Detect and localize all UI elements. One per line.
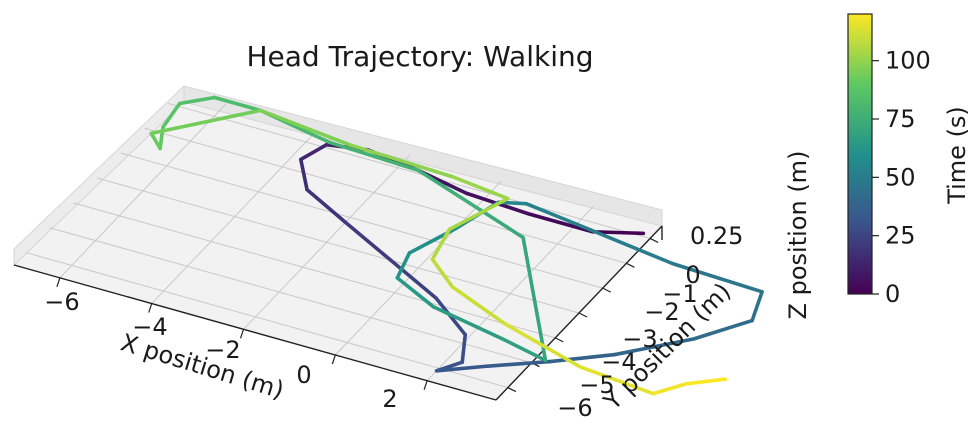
y-tick-label: −5 [579, 371, 614, 399]
trajectory-segment [548, 352, 617, 364]
y-tick-label: 0 [685, 261, 700, 289]
grid-line-y [96, 177, 580, 314]
trajectory-segment [431, 305, 504, 341]
grid-line-y [49, 227, 532, 364]
trajectory-segment [590, 229, 646, 236]
colorbar-tick-label: 100 [885, 47, 931, 75]
trajectory-segment [502, 321, 582, 369]
trajectory-segment [388, 258, 438, 300]
grid-line-y [120, 152, 603, 289]
x-tick-label: 0 [296, 361, 311, 389]
colorbar-label: Time (s) [943, 106, 971, 205]
x-axis-line [13, 264, 497, 401]
x-axis-label: X position (m) [117, 328, 287, 404]
x-tick-mark [56, 277, 61, 288]
trajectory-segment [613, 337, 696, 357]
trajectory-segment [750, 290, 764, 323]
trajectory-segment [327, 140, 421, 173]
x-tick-mark [423, 380, 428, 390]
y-tick-mark [507, 387, 517, 393]
z-tick-label: 0.25 [690, 222, 743, 250]
x-tick-labels: −6 −4 −2 0 2 [44, 288, 397, 413]
y-tick-label: −1 [662, 280, 697, 308]
trajectory-segment [692, 318, 754, 341]
trajectory-segment [149, 108, 263, 136]
trajectory-segment [395, 251, 412, 280]
y-tick-mark [626, 262, 635, 268]
chart-title: Head Trajectory: Walking [246, 40, 593, 73]
grid-line-y [168, 102, 651, 239]
trajectory-segment [521, 235, 548, 363]
trajectory-segment [526, 211, 595, 234]
back-wall-right [183, 85, 663, 227]
trajectory-segment [450, 285, 507, 326]
y-tick-label: −4 [601, 348, 636, 376]
trajectory-segment [684, 377, 728, 386]
trajectory-segment [177, 95, 217, 106]
x-tick-mark [148, 303, 153, 313]
x-tick-label: −4 [132, 313, 167, 341]
y-tick-mark [602, 287, 611, 293]
z-axis-label: Z position (m) [784, 151, 812, 320]
x-tick-label: 2 [382, 385, 397, 413]
x-tick-mark [331, 354, 336, 365]
y-tick-label: −2 [644, 298, 679, 326]
trajectory-segment [485, 359, 552, 368]
y-tick-labels: 0 −1 −2 −3 −4 −5 −6 [557, 261, 700, 421]
grid-line-y [73, 202, 556, 339]
colorbar-gradient [847, 13, 873, 295]
grid-line-y [144, 127, 627, 264]
trajectory-segment [299, 142, 329, 162]
colorbar-tick-label: 25 [885, 222, 916, 250]
trajectory-segment [395, 276, 436, 309]
colorbar-tick-label: 0 [885, 280, 900, 308]
trajectory-segment [447, 196, 510, 232]
trajectory-segment [478, 207, 525, 240]
x-tick-label: −2 [205, 336, 240, 364]
trajectory-segment [434, 364, 490, 373]
colorbar-tick-label: 50 [885, 163, 916, 191]
x-tick-label: −6 [44, 288, 79, 316]
y-tick-label: −3 [622, 325, 657, 353]
trajectory-segment [670, 261, 764, 294]
trajectory-segment [451, 175, 510, 201]
colorbar: 0 25 50 75 100 Time (s) [847, 13, 971, 308]
trajectory-segment [347, 143, 455, 179]
trajectory-segment [430, 257, 455, 289]
trajectory-segment [343, 220, 393, 263]
trajectory-segment [305, 187, 348, 225]
grid-line-y [25, 252, 508, 389]
trajectory-segment [460, 332, 468, 365]
y-tick-mark [578, 312, 588, 318]
y-tick-label: −6 [557, 394, 592, 421]
y-tick-mark [555, 337, 564, 343]
trajectory-segment [258, 108, 352, 147]
x-tick-mark [239, 329, 245, 339]
trajectory-segment [651, 382, 688, 396]
trajectory-segment [299, 157, 309, 192]
trajectory-segment [500, 336, 548, 363]
trajectory-segment [524, 201, 579, 226]
trajectory-series [149, 95, 764, 396]
trajectory-segment [416, 168, 482, 212]
axis-ticks [56, 237, 659, 393]
trajectory-segment [161, 101, 182, 129]
trajectory-segment [574, 222, 675, 266]
axes-3d [13, 84, 663, 401]
colorbar-tick-label: 75 [885, 105, 916, 133]
trajectory-segment [578, 365, 656, 396]
colorbar-ticks: 0 25 50 75 100 [872, 47, 931, 308]
trajectory-segment [149, 131, 162, 151]
grid-lines [25, 102, 651, 389]
y-tick-mark [649, 237, 659, 243]
trajectory-segment [430, 227, 452, 262]
trajectory-segment [212, 95, 263, 113]
